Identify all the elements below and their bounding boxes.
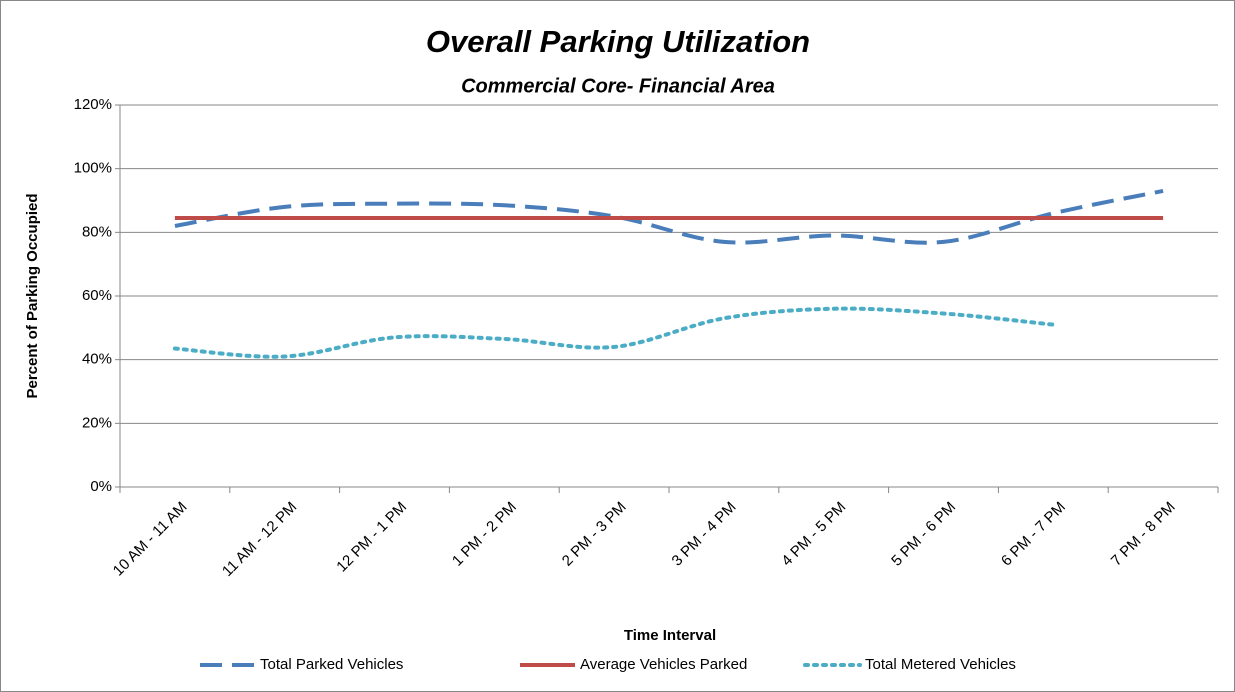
y-tick-label: 0% — [90, 478, 112, 495]
legend-label: Total Metered Vehicles — [865, 656, 1016, 673]
x-axis-title: Time Interval — [624, 627, 716, 644]
y-tick-label: 80% — [82, 223, 112, 240]
y-axis-title: Percent of Parking Occupied — [24, 193, 41, 398]
legend-label: Average Vehicles Parked — [580, 656, 747, 673]
chart-title: Overall Parking Utilization — [426, 24, 810, 59]
y-tick-label: 60% — [82, 287, 112, 304]
series-line — [174, 188, 1164, 245]
y-tick-label: 120% — [74, 96, 112, 113]
y-tick-label: 40% — [82, 351, 112, 368]
series-line — [172, 306, 1056, 359]
legend-label: Total Parked Vehicles — [260, 656, 403, 673]
y-tick-label: 100% — [74, 160, 112, 177]
y-tick-label: 20% — [82, 414, 112, 431]
chart-subtitle: Commercial Core- Financial Area — [461, 75, 775, 97]
